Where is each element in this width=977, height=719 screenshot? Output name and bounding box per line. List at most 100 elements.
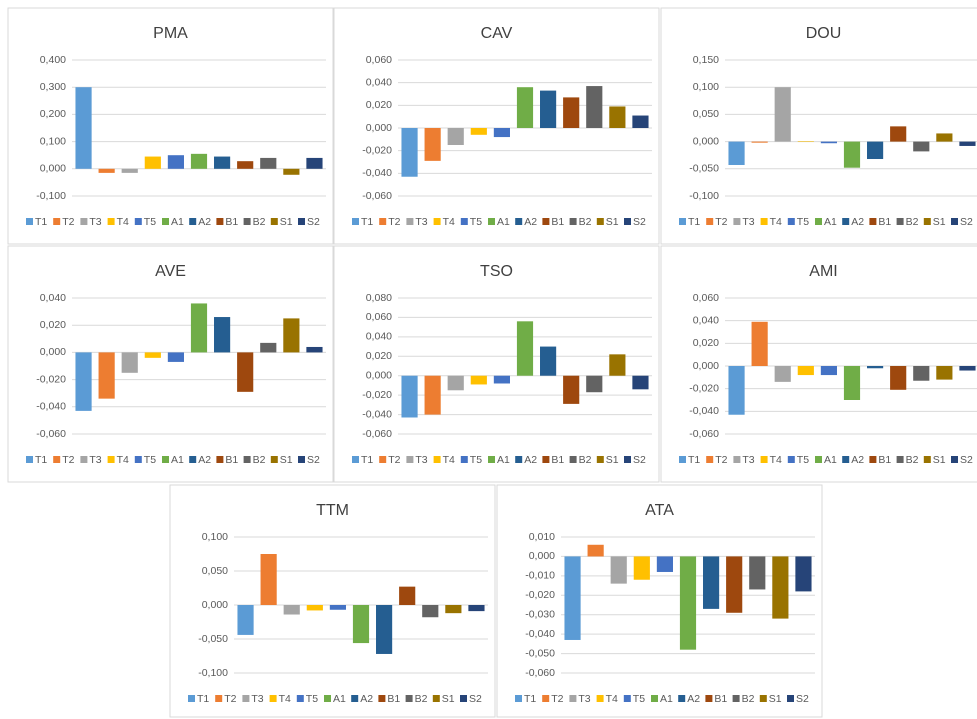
legend-swatch (324, 695, 331, 702)
legend-swatch (869, 456, 877, 463)
y-tick-label: -0,020 (36, 373, 66, 385)
legend-label: T4 (770, 454, 782, 466)
legend-label: B1 (551, 216, 564, 228)
panel (660, 245, 977, 483)
y-tick-label: 0,010 (529, 531, 555, 543)
bar (913, 366, 930, 381)
legend-swatch (596, 218, 604, 225)
legend-swatch (162, 218, 169, 225)
legend-swatch (53, 456, 61, 463)
legend-label: B2 (253, 454, 266, 466)
legend-swatch (569, 218, 577, 225)
bar (610, 556, 627, 584)
bar (260, 342, 277, 353)
legend-label: B2 (742, 693, 755, 705)
y-tick-label: 0,100 (40, 135, 66, 147)
bar (959, 366, 976, 371)
legend-label: B2 (579, 216, 592, 228)
y-tick-label: 0,000 (693, 360, 719, 372)
y-tick-label: 0,020 (40, 319, 66, 331)
legend-swatch (679, 218, 686, 225)
legend-label: B1 (551, 454, 564, 466)
bar (445, 605, 462, 614)
legend-label: S2 (469, 693, 482, 705)
bar (167, 155, 184, 169)
y-tick-label: 0,020 (693, 337, 719, 349)
legend-label: S1 (442, 693, 455, 705)
legend-swatch (460, 218, 468, 225)
legend-label: S1 (769, 693, 782, 705)
legend-swatch (842, 218, 850, 225)
legend-swatch (759, 695, 767, 702)
bar (656, 556, 673, 572)
legend-label: T1 (35, 454, 47, 466)
legend-swatch (569, 695, 577, 702)
legend-swatch (787, 695, 794, 702)
legend-swatch (189, 456, 197, 463)
bar (728, 366, 745, 415)
legend-swatch (542, 695, 550, 702)
legend-swatch (515, 695, 522, 702)
y-tick-label: 0,100 (202, 531, 228, 543)
legend-label: A1 (171, 454, 184, 466)
bar (797, 366, 814, 376)
legend-swatch (488, 218, 495, 225)
chart-title: AVE (155, 263, 186, 280)
y-tick-label: -0,060 (362, 428, 392, 440)
bar (843, 366, 861, 400)
legend-label: S1 (606, 216, 619, 228)
bar (609, 354, 626, 376)
bar (563, 375, 580, 404)
legend-label: B2 (579, 454, 592, 466)
bar (283, 605, 300, 615)
legend-label: T2 (224, 693, 236, 705)
y-tick-label: -0,050 (198, 633, 228, 645)
legend-label: T1 (688, 454, 700, 466)
legend-swatch (705, 695, 713, 702)
legend-label: A1 (824, 216, 837, 228)
legend-swatch (242, 695, 250, 702)
legend-swatch (815, 218, 822, 225)
bar (401, 375, 418, 418)
bar (468, 605, 485, 612)
legend-label: T2 (388, 216, 400, 228)
legend-label: B2 (415, 693, 428, 705)
legend-swatch (787, 218, 795, 225)
y-tick-label: 0,400 (40, 54, 66, 66)
bar (190, 303, 208, 353)
y-tick-label: 0,000 (366, 369, 392, 381)
y-tick-label: -0,020 (689, 382, 719, 394)
legend-swatch (162, 456, 169, 463)
legend-swatch (488, 456, 495, 463)
bar (890, 366, 907, 390)
legend-label: T2 (715, 454, 727, 466)
legend-swatch (298, 456, 305, 463)
legend-swatch (896, 456, 904, 463)
y-tick-label: 0,040 (693, 314, 719, 326)
legend-label: T3 (89, 454, 101, 466)
legend-swatch (352, 456, 359, 463)
panel (7, 245, 334, 483)
bar (586, 375, 603, 393)
bar (75, 87, 92, 169)
y-tick-label: -0,020 (362, 144, 392, 156)
bar (632, 115, 649, 128)
legend-swatch (352, 218, 359, 225)
legend-swatch (733, 456, 741, 463)
bar (260, 554, 277, 605)
legend-label: A2 (851, 454, 864, 466)
bar (586, 86, 603, 128)
bar (167, 352, 184, 362)
legend-label: A1 (497, 454, 510, 466)
legend-swatch (53, 218, 61, 225)
legend-label: S2 (307, 216, 320, 228)
legend-label: S1 (606, 454, 619, 466)
y-tick-label: 0,100 (693, 81, 719, 93)
bar (820, 366, 837, 376)
bar (144, 352, 161, 358)
legend-label: T5 (144, 454, 156, 466)
y-tick-label: -0,020 (525, 589, 555, 601)
legend-swatch (869, 218, 877, 225)
y-tick-label: 0,080 (366, 292, 392, 304)
panel (333, 245, 660, 483)
